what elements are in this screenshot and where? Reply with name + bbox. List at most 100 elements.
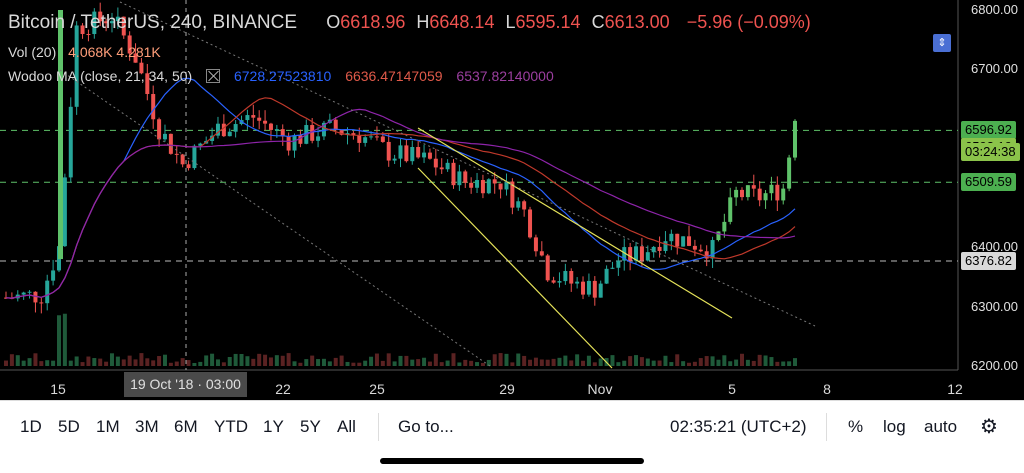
volume-bar bbox=[227, 356, 232, 366]
candle-body bbox=[333, 119, 338, 131]
goto-button[interactable]: Go to... bbox=[398, 417, 454, 436]
candle-body bbox=[563, 271, 568, 282]
volume-bar bbox=[687, 362, 692, 366]
range-button-3m[interactable]: 3M bbox=[135, 417, 159, 436]
volume-bar bbox=[463, 359, 468, 366]
volume-bar bbox=[740, 353, 745, 366]
change-value: −5.96 (−0.09%) bbox=[686, 12, 811, 32]
range-button-1m[interactable]: 1M bbox=[96, 417, 120, 436]
volume-bar bbox=[233, 353, 238, 366]
volume-bar bbox=[533, 357, 538, 366]
volume-bar bbox=[239, 354, 244, 366]
candle-body bbox=[221, 123, 226, 137]
volume-bar bbox=[734, 359, 739, 366]
volume-bar bbox=[522, 355, 527, 366]
range-button-6m[interactable]: 6M bbox=[174, 417, 198, 436]
close-icon[interactable] bbox=[206, 69, 221, 83]
scale-toggle-icon[interactable]: ⇕ bbox=[933, 34, 951, 52]
candle-body bbox=[480, 180, 485, 194]
ohlc-values: O6618.96 H6648.14 L6595.14 C6613.00 −5.9… bbox=[320, 12, 811, 32]
volume-bar bbox=[257, 353, 262, 366]
volume-bar bbox=[98, 358, 103, 366]
candle-body bbox=[80, 25, 85, 35]
volume-label: Vol (20) bbox=[8, 44, 57, 60]
candle-body bbox=[551, 280, 556, 283]
crosshair-time-label: 19 Oct '18 · 03:00 bbox=[124, 372, 247, 397]
candle-body bbox=[292, 135, 297, 151]
range-button-ytd[interactable]: YTD bbox=[214, 417, 248, 436]
volume-bar bbox=[598, 358, 603, 366]
ma-legend[interactable]: Wodoo MA (close, 21, 34, 50) 6728.275238… bbox=[8, 68, 554, 84]
volume-bar bbox=[204, 355, 209, 366]
candle-body bbox=[316, 136, 321, 141]
candle-body bbox=[716, 231, 721, 241]
range-button-1d[interactable]: 1D bbox=[20, 417, 42, 436]
ma1-value: 6728.27523810 bbox=[233, 68, 332, 84]
volume-bar bbox=[357, 362, 362, 366]
range-button-all[interactable]: All bbox=[337, 417, 356, 436]
candle-body bbox=[616, 260, 621, 268]
candle-body bbox=[439, 167, 444, 170]
percent-toggle[interactable]: % bbox=[848, 417, 864, 436]
volume-bar bbox=[445, 360, 450, 366]
candle-body bbox=[58, 10, 63, 260]
candle-body bbox=[628, 247, 633, 261]
auto-toggle[interactable]: auto bbox=[924, 417, 958, 436]
volume-bar bbox=[292, 361, 297, 366]
volume-bar bbox=[669, 362, 674, 366]
range-button-5y[interactable]: 5Y bbox=[300, 417, 321, 436]
range-button-1y[interactable]: 1Y bbox=[263, 417, 284, 436]
volume-bar bbox=[109, 353, 114, 366]
volume-bar bbox=[793, 358, 797, 366]
candle-body bbox=[769, 184, 774, 194]
candle-body bbox=[245, 115, 250, 121]
candle-body bbox=[622, 247, 627, 261]
candle-body bbox=[145, 73, 150, 95]
candle-body bbox=[45, 280, 50, 304]
trend-line bbox=[417, 167, 613, 369]
candle-body bbox=[663, 241, 668, 251]
candle-body bbox=[557, 281, 562, 283]
candle-body bbox=[109, 21, 114, 24]
volume-bar bbox=[56, 315, 61, 366]
candle-body bbox=[492, 179, 497, 184]
gear-icon[interactable]: ⚙ bbox=[980, 416, 998, 438]
volume-bar bbox=[251, 358, 256, 366]
time-tick: Nov bbox=[587, 381, 613, 397]
candle-body bbox=[115, 16, 120, 22]
candle-body bbox=[745, 185, 750, 198]
log-toggle[interactable]: log bbox=[883, 417, 906, 436]
volume-bar bbox=[280, 355, 285, 366]
volume-bar bbox=[121, 359, 126, 366]
volume-bar bbox=[398, 355, 403, 366]
candle-body bbox=[657, 246, 662, 251]
candle-body bbox=[104, 21, 109, 24]
volume-bar bbox=[92, 358, 97, 366]
price-tick: 6800.00 bbox=[971, 2, 1018, 17]
volume-bar bbox=[45, 360, 50, 366]
volume-bar bbox=[663, 355, 668, 366]
volume-bar bbox=[74, 356, 79, 366]
volume-bar bbox=[168, 362, 173, 366]
volume-bar bbox=[433, 353, 438, 366]
clock-display[interactable]: 02:35:21 (UTC+2) bbox=[670, 417, 807, 436]
candle-body bbox=[416, 146, 421, 158]
candle-body bbox=[457, 171, 462, 186]
volume-bar bbox=[710, 356, 715, 366]
volume-bar bbox=[563, 355, 568, 366]
low-key: L bbox=[505, 12, 516, 32]
volume-bar bbox=[27, 358, 32, 366]
candle-body bbox=[634, 246, 639, 261]
volume-bar bbox=[439, 362, 444, 366]
moving-average-line bbox=[5, 97, 796, 299]
candle-body bbox=[274, 129, 279, 131]
candle-body bbox=[280, 129, 285, 137]
chart-area[interactable]: Bitcoin / TetherUS, 240, BINANCE O6618.9… bbox=[0, 0, 1024, 400]
candle-body bbox=[198, 143, 203, 146]
candle-body bbox=[192, 145, 197, 169]
price-chart[interactable] bbox=[0, 0, 1024, 400]
volume-legend[interactable]: Vol (20) 4.068K 4.281K bbox=[8, 44, 161, 60]
candle-body bbox=[692, 245, 697, 250]
volume-bar bbox=[386, 353, 391, 366]
range-button-5d[interactable]: 5D bbox=[58, 417, 80, 436]
